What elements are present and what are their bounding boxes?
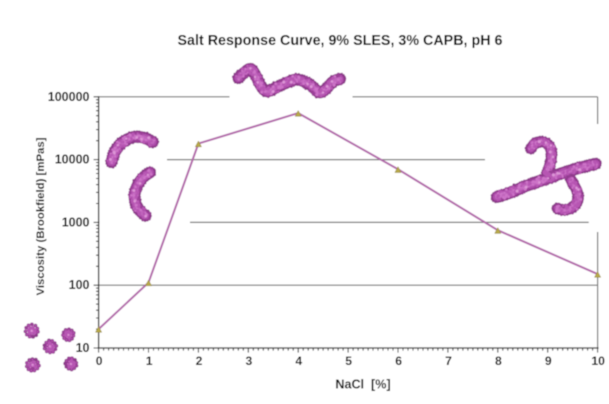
svg-text:8: 8: [495, 354, 502, 368]
svg-text:10: 10: [76, 341, 90, 355]
svg-text:5: 5: [345, 354, 352, 368]
svg-text:4: 4: [295, 354, 302, 368]
svg-text:1: 1: [146, 354, 153, 368]
svg-text:100000: 100000: [48, 90, 90, 104]
svg-text:Viscosity (Brookfield) [mPas]: Viscosity (Brookfield) [mPas]: [35, 137, 47, 295]
svg-text:7: 7: [445, 354, 452, 368]
svg-text:9: 9: [545, 354, 552, 368]
svg-text:100: 100: [69, 278, 90, 292]
svg-text:2: 2: [196, 354, 203, 368]
svg-text:10: 10: [591, 354, 605, 368]
svg-text:0: 0: [96, 354, 103, 368]
svg-text:Salt Response Curve, 9% SLES,: Salt Response Curve, 9% SLES, 3% CAPB, p…: [178, 33, 503, 49]
svg-text:1000: 1000: [62, 215, 90, 229]
svg-text:NaCl [%]: NaCl [%]: [335, 378, 390, 392]
svg-text:10000: 10000: [55, 153, 90, 167]
svg-text:3: 3: [246, 354, 253, 368]
svg-text:6: 6: [395, 354, 402, 368]
